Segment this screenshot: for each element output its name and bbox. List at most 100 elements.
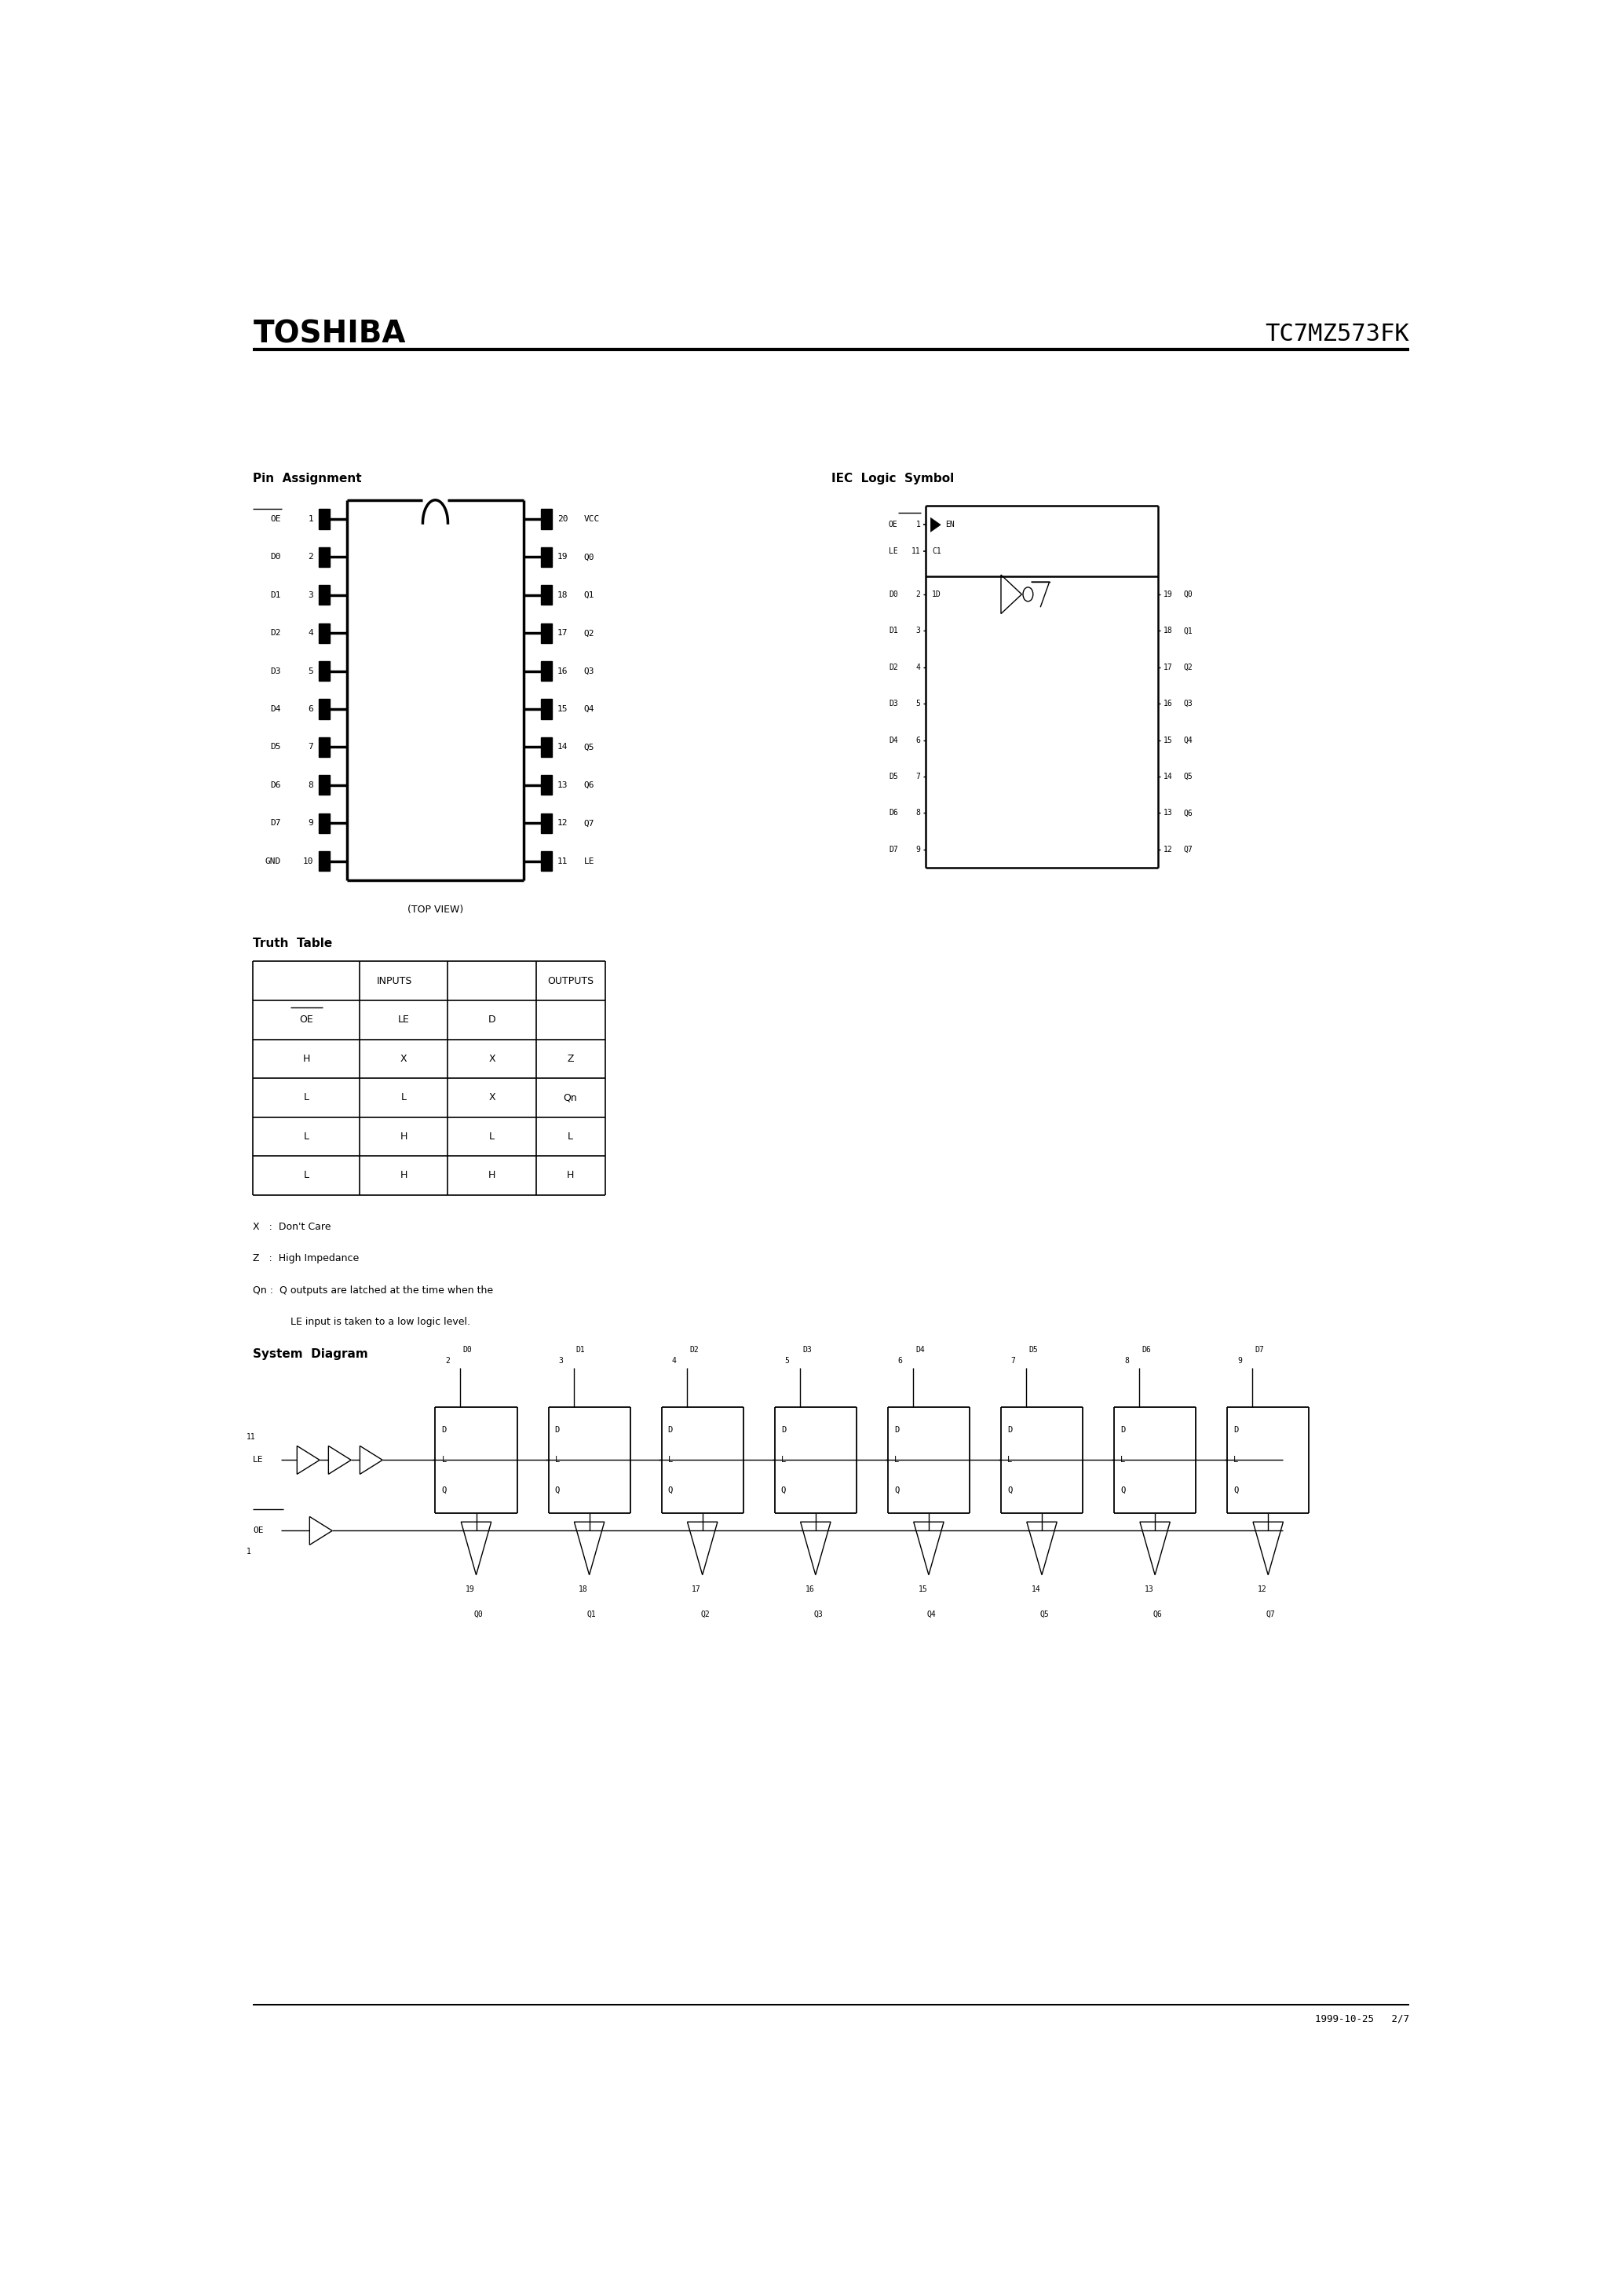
Text: Q2: Q2 xyxy=(584,629,594,636)
Text: Q6: Q6 xyxy=(1153,1609,1161,1619)
Bar xyxy=(318,813,329,833)
Text: 5: 5 xyxy=(785,1357,790,1364)
Text: 12: 12 xyxy=(558,820,568,827)
Text: LE: LE xyxy=(584,856,594,866)
Text: 4: 4 xyxy=(916,664,921,670)
Text: VCC: VCC xyxy=(584,514,600,523)
Text: 7: 7 xyxy=(1011,1357,1015,1364)
Text: L: L xyxy=(303,1132,310,1141)
Text: System  Diagram: System Diagram xyxy=(253,1348,368,1359)
Text: Q: Q xyxy=(441,1486,446,1495)
Text: 4: 4 xyxy=(672,1357,676,1364)
Text: 8: 8 xyxy=(308,781,313,790)
Text: 13: 13 xyxy=(558,781,568,790)
Text: C1: C1 xyxy=(931,546,941,556)
Text: D: D xyxy=(668,1426,673,1435)
Text: Q3: Q3 xyxy=(814,1609,822,1619)
Bar xyxy=(318,546,329,567)
Text: Q5: Q5 xyxy=(1040,1609,1049,1619)
Text: Q: Q xyxy=(1234,1486,1239,1495)
Text: Q5: Q5 xyxy=(584,744,594,751)
Text: Q6: Q6 xyxy=(1184,808,1192,817)
Text: 9: 9 xyxy=(916,845,921,854)
Text: Q4: Q4 xyxy=(926,1609,936,1619)
Text: LE: LE xyxy=(889,546,899,556)
Text: 9: 9 xyxy=(308,820,313,827)
Text: Q1: Q1 xyxy=(1184,627,1192,634)
Text: Q3: Q3 xyxy=(1184,700,1192,707)
Text: 2: 2 xyxy=(308,553,313,560)
Text: 10: 10 xyxy=(303,856,313,866)
Text: 15: 15 xyxy=(1163,737,1173,744)
Text: 1999-10-25   2/7: 1999-10-25 2/7 xyxy=(1315,2014,1410,2023)
Text: D7: D7 xyxy=(1255,1345,1264,1355)
Text: Q2: Q2 xyxy=(1184,664,1192,670)
Text: 12: 12 xyxy=(1257,1587,1267,1593)
Text: OUTPUTS: OUTPUTS xyxy=(547,976,594,985)
Text: 11: 11 xyxy=(558,856,568,866)
Text: EN: EN xyxy=(946,521,955,528)
Text: Q4: Q4 xyxy=(584,705,594,714)
Text: 18: 18 xyxy=(579,1587,589,1593)
Text: 3: 3 xyxy=(558,1357,563,1364)
Text: IEC  Logic  Symbol: IEC Logic Symbol xyxy=(832,473,954,484)
Text: L: L xyxy=(490,1132,495,1141)
Text: L: L xyxy=(1007,1456,1012,1465)
Text: D: D xyxy=(488,1015,496,1024)
Text: D3: D3 xyxy=(889,700,899,707)
Text: 17: 17 xyxy=(693,1587,701,1593)
Text: OE: OE xyxy=(889,521,899,528)
Text: D6: D6 xyxy=(271,781,281,790)
Bar xyxy=(318,737,329,758)
Text: 1D: 1D xyxy=(931,590,941,599)
Text: 7: 7 xyxy=(916,774,921,781)
Text: 6: 6 xyxy=(916,737,921,744)
Text: 7: 7 xyxy=(308,744,313,751)
Text: D0: D0 xyxy=(271,553,281,560)
Text: 18: 18 xyxy=(558,590,568,599)
Text: OE: OE xyxy=(253,1527,264,1534)
Text: H: H xyxy=(566,1171,574,1180)
Text: Q3: Q3 xyxy=(584,668,594,675)
Text: Pin  Assignment: Pin Assignment xyxy=(253,473,362,484)
Text: 6: 6 xyxy=(308,705,313,714)
Text: 5: 5 xyxy=(916,700,921,707)
Text: L: L xyxy=(303,1171,310,1180)
Text: Z: Z xyxy=(568,1054,574,1063)
Text: D2: D2 xyxy=(271,629,281,636)
Text: 2: 2 xyxy=(446,1357,449,1364)
Text: 12: 12 xyxy=(1163,845,1173,854)
Text: 1: 1 xyxy=(916,521,921,528)
Text: 16: 16 xyxy=(805,1587,814,1593)
Text: D2: D2 xyxy=(889,664,899,670)
Text: D4: D4 xyxy=(271,705,281,714)
Text: Q: Q xyxy=(782,1486,787,1495)
Text: 14: 14 xyxy=(558,744,568,751)
Text: 5: 5 xyxy=(308,668,313,675)
Text: Qn :  Q outputs are latched at the time when the: Qn : Q outputs are latched at the time w… xyxy=(253,1286,493,1295)
Text: TC7MZ573FK: TC7MZ573FK xyxy=(1265,321,1410,344)
Bar xyxy=(318,661,329,682)
Text: 19: 19 xyxy=(1163,590,1173,599)
Bar xyxy=(540,546,551,567)
Text: L: L xyxy=(568,1132,573,1141)
Text: OE: OE xyxy=(271,514,281,523)
Text: D1: D1 xyxy=(576,1345,586,1355)
Text: Qn: Qn xyxy=(563,1093,577,1102)
Text: D: D xyxy=(555,1426,560,1435)
Text: H: H xyxy=(401,1132,407,1141)
Text: 14: 14 xyxy=(1032,1587,1041,1593)
Text: 19: 19 xyxy=(558,553,568,560)
Text: D1: D1 xyxy=(889,627,899,634)
Text: 1: 1 xyxy=(308,514,313,523)
Text: 1: 1 xyxy=(247,1548,251,1557)
Text: D: D xyxy=(441,1426,446,1435)
Text: Q: Q xyxy=(894,1486,899,1495)
Text: L: L xyxy=(1234,1456,1239,1465)
Text: 20: 20 xyxy=(558,514,568,523)
Text: Q0: Q0 xyxy=(584,553,594,560)
Bar xyxy=(540,737,551,758)
Bar xyxy=(318,852,329,870)
Text: D: D xyxy=(782,1426,787,1435)
Text: 11: 11 xyxy=(247,1433,256,1442)
